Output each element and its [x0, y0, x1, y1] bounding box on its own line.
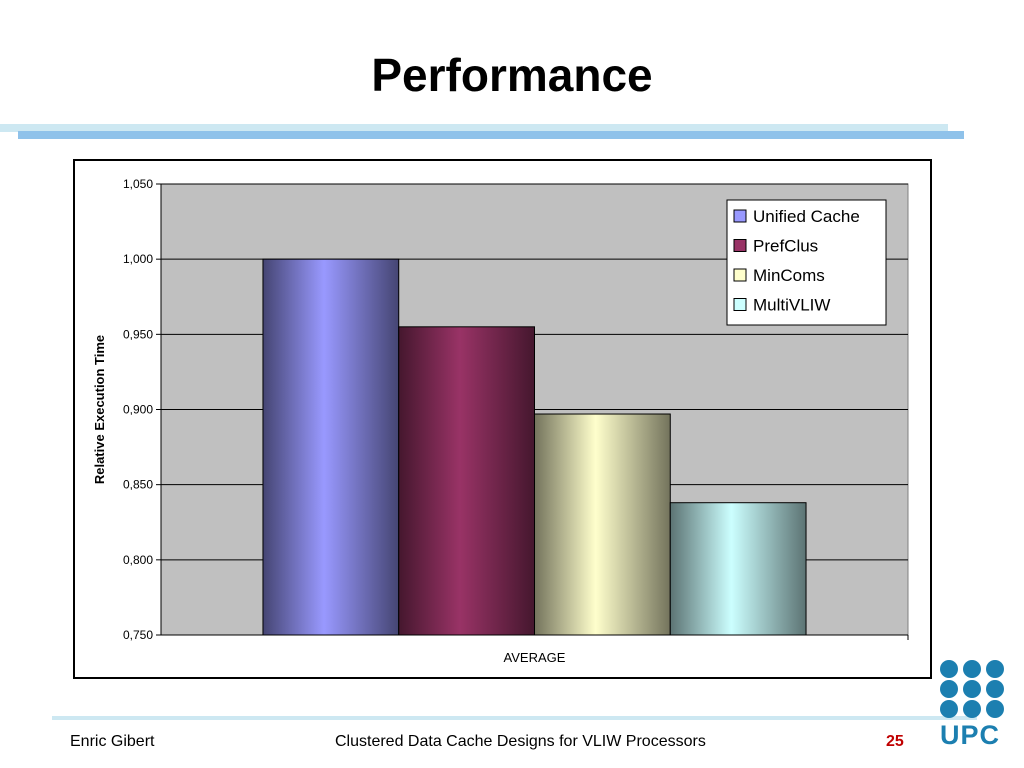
- title-divider-light: [0, 124, 948, 132]
- x-tick-label: AVERAGE: [504, 650, 566, 665]
- chart-frame: 0,750 0,800 0,850 0,900 0,950 1,000 1,050 Relat…: [73, 159, 932, 679]
- logo-dot: [963, 700, 981, 718]
- title-divider-dark: [18, 131, 964, 139]
- footer-divider: [52, 716, 977, 720]
- footer-author: Enric Gibert: [70, 733, 155, 750]
- logo-text: UPC: [940, 720, 1001, 750]
- footer-presentation-title: Clustered Data Cache Designs for VLIW Pr…: [335, 733, 706, 750]
- y-tick-label: 0,900: [123, 403, 153, 417]
- legend-swatch: [733, 239, 747, 252]
- page-number: 25: [886, 733, 904, 750]
- y-tick-label: 1,050: [123, 177, 153, 191]
- logo-dot: [940, 700, 958, 718]
- legend-label: PrefClus: [753, 237, 818, 256]
- y-tick-label: 0,950: [123, 327, 153, 341]
- legend-label: MultiVLIW: [753, 296, 830, 315]
- legend-box: [726, 199, 887, 326]
- logo-dot: [963, 660, 981, 678]
- logo-dot: [940, 680, 958, 698]
- legend-swatch: [733, 268, 747, 282]
- bar-mincoms: [534, 413, 671, 636]
- y-tick-label: 0,800: [123, 553, 153, 567]
- bar-chart: 0,750 0,800 0,850 0,900 0,950 1,000 1,050 Relat…: [92, 177, 909, 665]
- y-tick-label: 0,850: [123, 478, 153, 492]
- legend-label: MinComs: [753, 266, 825, 285]
- logo-dot: [986, 700, 1004, 718]
- logo-dot: [940, 660, 958, 678]
- legend-swatch: [733, 298, 747, 311]
- bar-prefclus: [398, 326, 535, 636]
- logo-dot: [963, 680, 981, 698]
- y-tick-label: 0,750: [123, 628, 153, 642]
- legend-swatch: [733, 209, 747, 223]
- logo-dot: [986, 660, 1004, 678]
- logo-dot: [986, 680, 1004, 698]
- bar-multivliw: [669, 502, 807, 636]
- y-tick-label: 1,000: [123, 252, 153, 266]
- bar-unified-cache: [262, 258, 400, 636]
- upc-logo: UPC: [938, 658, 1006, 750]
- legend-label: Unified Cache: [753, 207, 860, 226]
- slide-title: Performance: [371, 49, 653, 101]
- y-axis-label: Relative Execution Time: [92, 335, 107, 484]
